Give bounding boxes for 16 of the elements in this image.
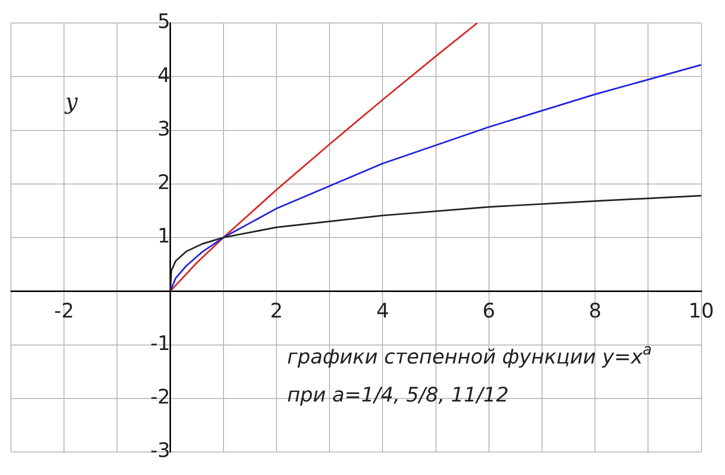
y-tick-label: 3: [158, 116, 170, 140]
y-tick-label: -2: [150, 384, 170, 409]
y-tick-label: 5: [158, 9, 170, 34]
y-tick-label: -3: [150, 438, 170, 462]
y-tick-label: 4: [158, 62, 170, 87]
y-tick-label: -1: [150, 330, 170, 355]
x-tick-label: 10: [688, 298, 714, 322]
x-tick-label: -2: [54, 298, 74, 322]
y-tick-label: 2: [158, 170, 170, 194]
x-tick-label: 2: [270, 298, 283, 322]
x-tick-label: 8: [588, 298, 602, 322]
y-tick-label: 1: [158, 224, 170, 248]
annotation: при a=1/4, 5/8, 11/12: [287, 382, 509, 407]
x-tick-label: 6: [482, 298, 496, 322]
y-axis-title: y: [64, 90, 78, 115]
x-tick-label: 4: [376, 298, 390, 322]
